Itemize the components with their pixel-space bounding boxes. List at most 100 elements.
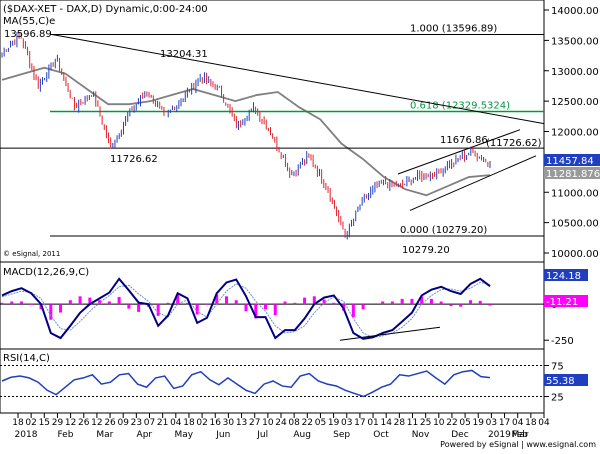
macd-hist-bar — [224, 296, 228, 305]
macd-hist-bar — [468, 300, 472, 305]
macd-hist-bar — [49, 304, 53, 320]
ma-label-box — [544, 167, 600, 179]
price-annotation: 10279.20 — [402, 245, 450, 256]
month-label: Mar — [96, 430, 113, 440]
macd-hist-bar — [312, 296, 316, 305]
month-label: Nov — [412, 430, 430, 440]
ma-legend: MA(55,C)e — [3, 16, 55, 27]
trend-lines — [51, 33, 545, 211]
day-label: 26 — [104, 418, 116, 428]
month-label: Aug — [293, 430, 311, 440]
day-label: 21 — [157, 418, 168, 428]
day-label: 27 — [249, 418, 260, 428]
fib-label: 0.618 (12329.5324) — [410, 100, 510, 111]
macd-label: 124.18 — [546, 271, 581, 282]
day-label: 25 — [420, 418, 431, 428]
macd-hist-bar — [400, 298, 404, 305]
ma-value-label: 11281.8762 — [546, 169, 600, 180]
macd-title: MACD(12,26,9,C) — [3, 267, 89, 278]
price-tick-label: 10000.00 — [551, 249, 599, 260]
day-label: 03 — [486, 418, 497, 428]
macd-hist-bar — [429, 298, 433, 305]
day-label: 18 — [12, 418, 24, 428]
day-label: 04 — [512, 418, 524, 428]
macd-hist-bar — [205, 304, 209, 305]
macd-hist-bar — [117, 296, 121, 305]
day-label: 26 — [78, 418, 90, 428]
day-label: 22 — [302, 418, 313, 428]
price-annotation: 13204.31 — [160, 49, 208, 60]
price-tick-label: 13500.00 — [551, 36, 599, 47]
copyright: © eSignal, 2011 — [3, 250, 60, 258]
candles — [1, 32, 491, 240]
price-annotation: 13596.89 — [4, 29, 52, 40]
macd-hist-bar — [449, 304, 453, 307]
macd-hist-bar — [410, 298, 414, 305]
day-label: 23 — [131, 418, 142, 428]
macd-hist-bar — [176, 294, 180, 305]
macd-hist-bar — [10, 301, 14, 305]
macd-hist-bar — [361, 304, 365, 310]
channel-lower — [409, 155, 537, 211]
macd-hist-bar — [98, 300, 102, 305]
rsi-tick-label: 25 — [551, 393, 564, 404]
macd-hist-bar — [254, 304, 258, 319]
macd-hist-bar — [185, 302, 189, 305]
macd-hist-bar — [0, 302, 4, 305]
macd-hist-bar — [478, 300, 482, 305]
macd-signal-line — [1, 281, 491, 338]
macd-hist-bar — [215, 294, 219, 305]
fibonacci-levels: 1.000 (13596.89) 0.618 (12329.5324) 0.000 … — [0, 23, 544, 237]
rsi-line — [1, 369, 491, 398]
price-tick-label: 14000.00 — [551, 6, 599, 17]
month-label: Feb — [57, 430, 73, 440]
price-annotation: 11676.86 — [440, 135, 488, 146]
macd-hist-bar — [156, 304, 160, 316]
macd-label-box — [544, 269, 588, 281]
macd-divergence-line — [339, 326, 441, 341]
day-label: 05 — [459, 418, 470, 428]
macd-hist-bar — [488, 304, 492, 306]
macd-hist-bar — [381, 301, 385, 305]
day-label: 09 — [117, 418, 129, 428]
day-label: 07 — [144, 418, 155, 428]
day-label: 10 — [433, 418, 445, 428]
day-label: 29 — [52, 418, 64, 428]
macd-hist-bar — [390, 301, 394, 305]
hist-label: -11.21 — [546, 297, 578, 308]
day-label: 19 — [328, 418, 340, 428]
day-label: 18 — [525, 418, 537, 428]
macd-hist-bar — [283, 301, 287, 305]
macd-hist-bar — [322, 299, 326, 305]
macd-hist-bar — [264, 304, 268, 310]
day-label: 14 — [380, 418, 392, 428]
price-tick-label: 10500.00 — [551, 219, 599, 230]
month-label: May — [174, 430, 193, 440]
rsi-title: RSI(14,C) — [3, 353, 50, 364]
hist-label-box — [544, 295, 588, 307]
macd-hist-bar — [459, 304, 463, 307]
price-tick-label: 12000.00 — [551, 128, 599, 139]
day-label: 11 — [407, 418, 418, 428]
macd-hist-bar — [59, 304, 63, 313]
macd-hist-bar — [273, 304, 277, 316]
day-label: 19 — [473, 418, 485, 428]
day-label: 17 — [499, 418, 510, 428]
day-label: 02 — [196, 418, 207, 428]
day-label: 13 — [236, 418, 247, 428]
day-label: 22 — [446, 418, 457, 428]
fib-label: 1.000 (13596.89) — [410, 23, 497, 34]
day-label: 01 — [367, 418, 378, 428]
macd-hist-bar — [303, 297, 307, 305]
price-tick-label: 11000.00 — [551, 188, 599, 199]
price-tick-label: 12500.00 — [551, 97, 599, 108]
month-label: Jun — [215, 430, 230, 440]
footer-credit: Powered by eSignal | www.esignal.com — [440, 440, 596, 449]
day-label: 03 — [341, 418, 352, 428]
macd-hist-bar — [68, 300, 72, 305]
day-label: 04 — [538, 418, 550, 428]
day-label: 30 — [223, 418, 235, 428]
day-label: 05 — [315, 418, 326, 428]
